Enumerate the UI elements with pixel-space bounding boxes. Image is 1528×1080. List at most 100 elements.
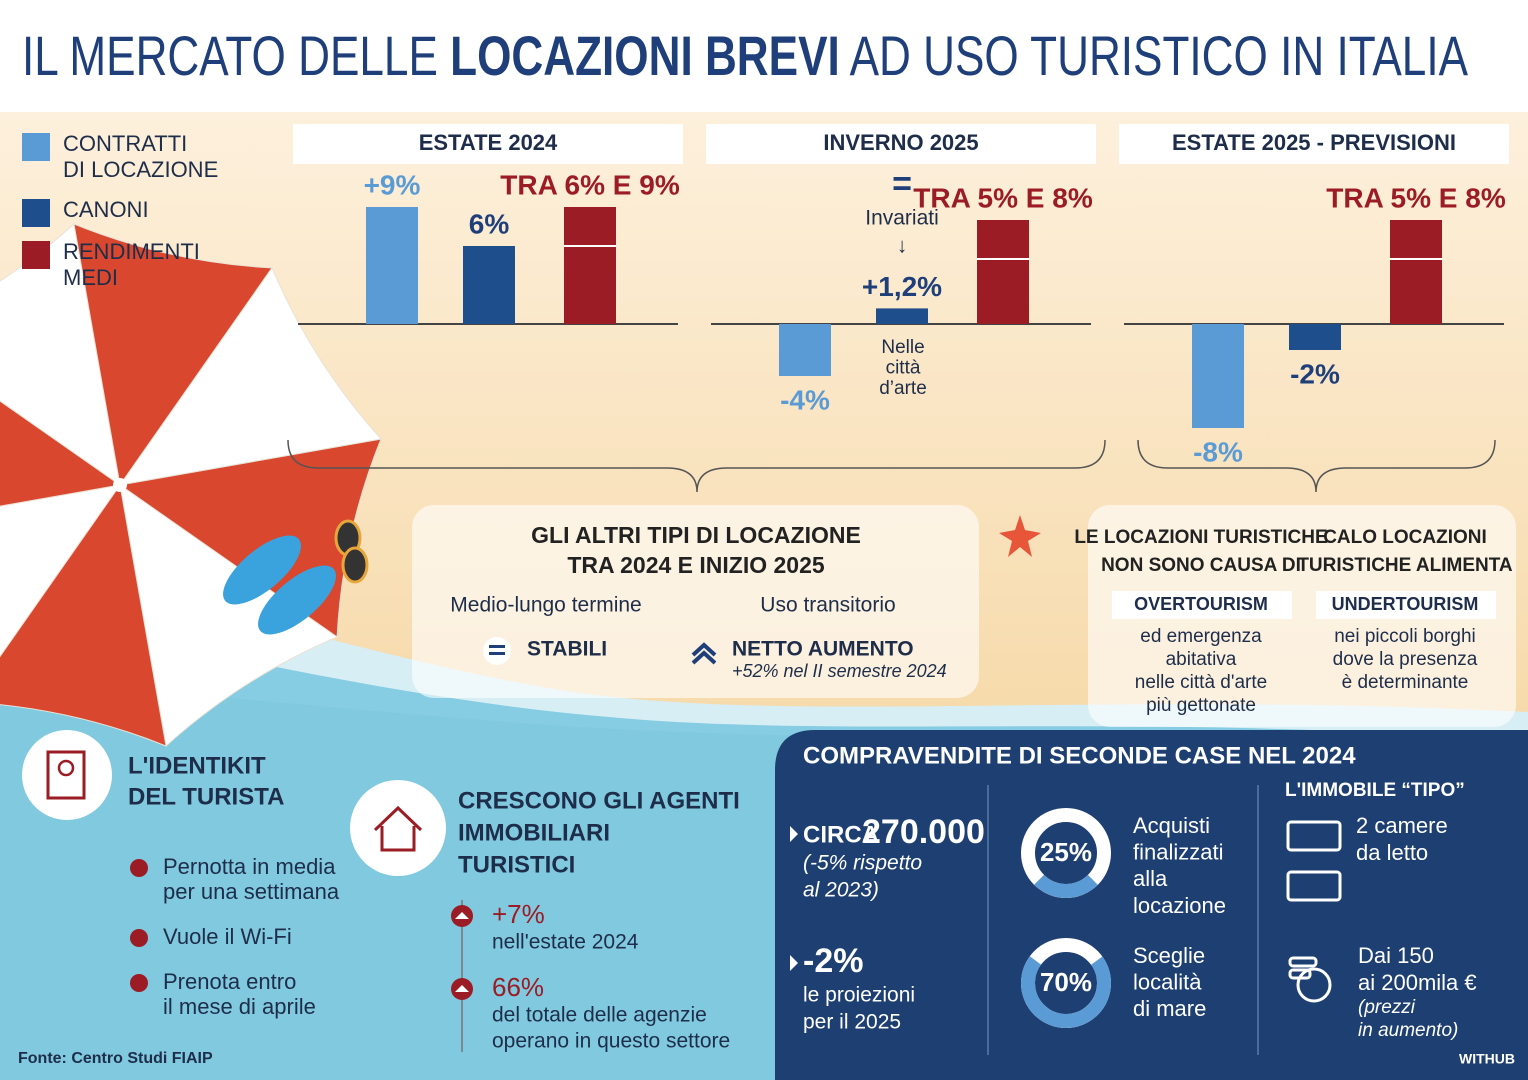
annotation: d’arte <box>879 378 927 399</box>
immobile-note: (prezzi <box>1358 997 1416 1018</box>
bar <box>1289 324 1341 350</box>
column-heading: Medio-lungo termine <box>450 594 641 617</box>
title-part: AD USO TURISTICO IN ITALIA <box>840 24 1469 87</box>
donut-text: alla <box>1133 866 1168 891</box>
sub-title: L'IMMOBILE “TIPO” <box>1285 780 1465 801</box>
box-title: NON SONO CAUSA DI <box>1101 555 1301 576</box>
keyword-bg <box>1316 591 1496 619</box>
agenti-icon <box>350 780 446 876</box>
stat-text: operano in questo settore <box>492 1030 730 1053</box>
list-item: il mese di aprile <box>163 994 316 1019</box>
legend-label: MEDI <box>63 265 118 290</box>
umbrella-panel <box>119 483 339 747</box>
list-item: Prenota entro <box>163 969 296 994</box>
list-item: per una settimana <box>163 879 340 904</box>
icon-doc <box>46 750 86 800</box>
annotation: ↓ <box>897 235 908 258</box>
legend-label: DI LOCAZIONE <box>63 157 218 182</box>
bar <box>366 207 418 324</box>
chart-title-bg <box>1119 124 1509 164</box>
legend-label: CANONI <box>63 197 149 222</box>
chart-title: ESTATE 2024 <box>419 130 558 155</box>
brace <box>287 439 1106 493</box>
keyword: UNDERTOURISM <box>1332 594 1479 614</box>
stat-text: le proiezioni <box>803 984 915 1007</box>
bar <box>1390 220 1442 324</box>
chart-title-bg <box>293 124 683 164</box>
bar <box>779 324 831 376</box>
box-text: abitativa <box>1166 649 1237 670</box>
stat-prefix: CIRCA <box>803 821 879 848</box>
umbrella-panel <box>0 483 167 747</box>
equal-bar <box>489 652 505 655</box>
flip-flops <box>223 519 369 635</box>
bar <box>876 308 928 324</box>
source: Fonte: Centro Studi FIAIP <box>18 1050 213 1067</box>
box-title: TRA 2024 E INIZIO 2025 <box>567 552 825 578</box>
umbrella-top <box>113 478 127 492</box>
brand: WITHUB <box>1459 1051 1515 1067</box>
legend-label: RENDIMENTI <box>63 239 200 264</box>
stat-text: del totale delle agenzie <box>492 1004 707 1027</box>
bed-icons <box>1286 820 1342 1003</box>
donut-text: locazione <box>1133 893 1226 918</box>
equal-icon <box>483 637 511 665</box>
box-title: COMPRAVENDITE DI SECONDE CASE NEL 2024 <box>803 742 1356 769</box>
status: NETTO AUMENTO <box>732 638 914 661</box>
box-title: GLI ALTRI TIPI DI LOCAZIONE <box>531 522 861 548</box>
value-label: 6% <box>469 208 510 239</box>
list-item: Pernotta in media <box>163 854 336 879</box>
stat-text: per il 2025 <box>803 1011 901 1034</box>
umbrella-panel <box>73 223 273 487</box>
bar <box>463 246 515 324</box>
bullet <box>130 974 148 992</box>
header-bg <box>0 0 1528 112</box>
brace <box>1137 439 1496 493</box>
donut-text: località <box>1133 970 1202 995</box>
section-title: DEL TURISTA <box>128 783 284 810</box>
arrow <box>790 826 798 842</box>
donut-text: finalizzati <box>1133 840 1223 865</box>
box-text: dove la presenza <box>1333 649 1478 670</box>
keyword: OVERTOURISM <box>1134 594 1268 614</box>
section-title: CRESCONO GLI AGENTI <box>458 787 740 814</box>
value-label: +1,2% <box>862 271 942 302</box>
arrow <box>790 955 798 971</box>
legend-swatch <box>22 241 50 269</box>
section-title: L'IDENTIKIT <box>128 752 266 779</box>
value-label: -4% <box>780 384 830 415</box>
icon-house <box>373 805 423 852</box>
starfish <box>999 515 1041 557</box>
stat-value: 270.000 <box>862 813 985 851</box>
section-title: TURISTICI <box>458 851 575 878</box>
umbrella-panel <box>0 400 122 507</box>
annotation: Invariati <box>865 207 939 230</box>
bar <box>1192 324 1244 428</box>
donut-text: di mare <box>1133 996 1206 1021</box>
equal-bar <box>489 645 505 648</box>
umbrella-panel <box>0 223 121 487</box>
bullet <box>130 859 148 877</box>
immobile-note: in aumento) <box>1358 1020 1458 1041</box>
umbrella <box>0 223 382 747</box>
stat-text: nell'estate 2024 <box>492 931 639 954</box>
legend-label: CONTRATTI <box>63 131 187 156</box>
donut-text: Acquisti <box>1133 813 1210 838</box>
altri-tipi-box <box>412 505 979 698</box>
bullet <box>130 929 148 947</box>
box-title: TURISTICHE ALIMENTA <box>1297 555 1513 576</box>
stat-value: -2% <box>803 942 863 980</box>
box-text: è determinante <box>1342 672 1469 693</box>
chart-title: INVERNO 2025 <box>823 130 978 155</box>
page-title: IL MERCATO DELLE LOCAZIONI BREVI AD USO … <box>22 24 1469 87</box>
chart-title-bg <box>706 124 1096 164</box>
keyword-bg <box>1112 591 1292 619</box>
immobile-text: 2 camere <box>1356 813 1448 838</box>
annotation: città <box>886 358 921 379</box>
bar <box>977 220 1029 324</box>
annotation: Nelle <box>881 337 924 358</box>
stat-text: al 2023) <box>803 879 879 902</box>
bar <box>564 207 616 324</box>
